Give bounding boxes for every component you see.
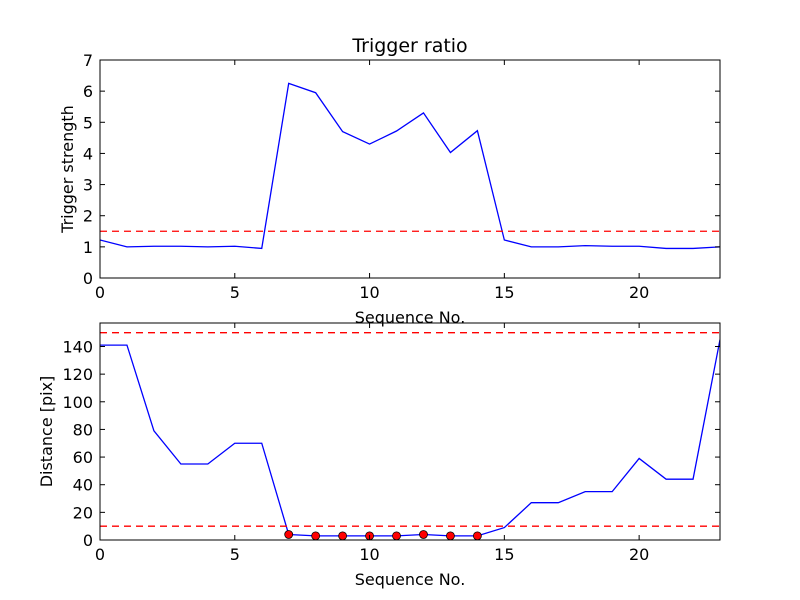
x-tick-label: 15: [494, 545, 514, 564]
x-tick-label: 5: [230, 545, 240, 564]
x-axis-label: Sequence No.: [355, 570, 466, 589]
x-tick-label: 20: [629, 545, 649, 564]
marker-point: [446, 531, 455, 541]
y-tick-label: 100: [62, 393, 93, 412]
x-tick-label: 0: [95, 283, 105, 302]
y-tick-label: 0: [83, 531, 93, 550]
y-axis-label: Trigger strength: [58, 105, 77, 234]
plot-area: [100, 82, 720, 250]
x-tick-label: 15: [494, 283, 514, 302]
y-tick-label: 20: [73, 503, 93, 522]
x-tick-label: 10: [359, 283, 379, 302]
y-tick-label: 140: [62, 337, 93, 356]
marker-point: [472, 531, 482, 541]
plot-frame: [99, 59, 721, 279]
y-tick-label: 7: [83, 51, 93, 70]
plot-area: [100, 332, 720, 537]
marker-point: [392, 531, 401, 541]
x-tick-label: 10: [359, 545, 379, 564]
marker-point: [311, 531, 321, 541]
chart-distance: 0 5 10 15 20 0 20 40 60 80 100 120 140 Sequence No. Di…: [37, 322, 721, 589]
y-axis-label: Distance [pix]: [37, 376, 56, 488]
marker-point: [419, 530, 428, 539]
y-tick-label: 1: [83, 238, 93, 257]
y-tick-label: 3: [83, 176, 93, 195]
plot-frame: [99, 322, 721, 541]
chart-title: Trigger ratio: [351, 35, 467, 57]
y-tick-label: 60: [73, 448, 93, 467]
y-tick-label: 2: [83, 207, 93, 226]
x-tick-label: 5: [230, 283, 240, 302]
series-line: [100, 339, 720, 537]
y-tick-label: 4: [83, 144, 93, 163]
marker-point: [338, 531, 348, 541]
x-tick-label: 20: [629, 283, 649, 302]
marker-point: [284, 530, 294, 539]
x-tick-label: 0: [95, 545, 105, 564]
x-axis-label: Sequence No.: [355, 308, 466, 327]
y-tick-label: 120: [62, 365, 93, 384]
y-tick-label: 40: [73, 476, 93, 495]
series-line: [100, 82, 720, 250]
chart-trigger-ratio: 0 5 10 15 20 0 1 2 3 4 5 6 7 Trigger ratio Sequence No…: [58, 35, 721, 327]
y-tick-label: 80: [73, 420, 93, 439]
y-tick-label: 0: [83, 269, 93, 288]
y-tick-label: 6: [83, 82, 93, 101]
y-tick-label: 5: [83, 113, 93, 132]
